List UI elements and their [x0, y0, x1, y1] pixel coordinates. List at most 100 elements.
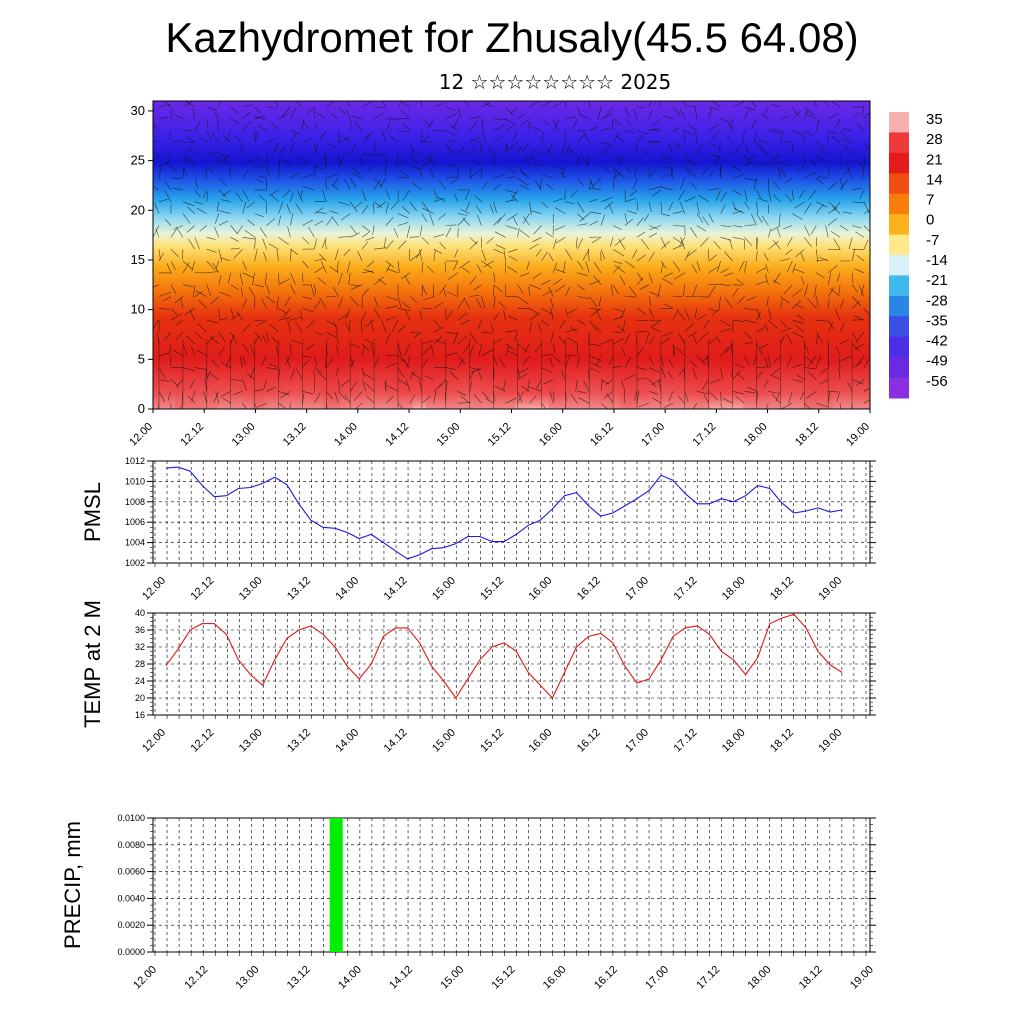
xtick-label: 12.00 — [140, 575, 168, 603]
colorbar-label: 0 — [926, 212, 934, 229]
colorbar-label: 21 — [926, 151, 943, 168]
panel-frame — [152, 612, 871, 716]
ytick-label: 0.0080 — [117, 840, 145, 850]
xtick-label: 12.12 — [188, 727, 216, 755]
colorbar-label: -56 — [926, 373, 948, 390]
xtick-label: 15.12 — [490, 964, 518, 992]
xtick-label: 17.00 — [623, 575, 651, 603]
heat-ytick-label: 10 — [131, 302, 145, 317]
precip-panel: 0.0100 0.0080 0.0060 0.0040 0.0020 0.0000 12.0… — [60, 813, 876, 992]
colorbar-label: -28 — [926, 292, 948, 309]
xtick-label: 13.12 — [285, 727, 313, 755]
colorbar-label: -14 — [926, 252, 948, 269]
xtick-label: 18.12 — [768, 727, 796, 755]
heat-ytick-label: 25 — [131, 153, 145, 168]
heat-xtick-label: 17.00 — [639, 421, 667, 449]
colorbar-swatch — [889, 255, 909, 276]
xtick-label: 15.00 — [438, 964, 466, 992]
xtick-label: 18.00 — [720, 727, 748, 755]
xtick-label: 18.00 — [720, 575, 748, 603]
series-line — [165, 613, 843, 699]
xtick-label: 17.00 — [643, 964, 671, 992]
xtick-label: 12.00 — [140, 727, 168, 755]
ytick-label: 1004 — [125, 538, 145, 548]
xtick-label: 16.12 — [592, 964, 620, 992]
heat-xtick-label: 13.12 — [281, 421, 309, 449]
xtick-label: 18.12 — [797, 964, 825, 992]
ytick-label: 16 — [135, 710, 145, 720]
ytick-label: 36 — [135, 625, 145, 635]
colorbar-swatch — [889, 275, 909, 297]
panel-frame — [152, 817, 871, 953]
heatmap-panel: 0 5 10 15 20 25 30 12.00 12.12 13.00 13.12 14.00 14… — [127, 100, 872, 449]
warm-surface-region — [804, 334, 870, 409]
colorbar-label: -21 — [926, 272, 948, 289]
ytick-label: 1010 — [125, 476, 145, 486]
xtick-label: 16.00 — [527, 575, 555, 603]
warm-surface-region — [548, 334, 639, 409]
heat-xtick-label: 14.12 — [383, 421, 411, 449]
colorbar-swatch — [889, 336, 909, 358]
colorbar-swatch — [889, 152, 909, 174]
ytick-label: 1008 — [125, 497, 145, 507]
colorbar-label: 14 — [926, 171, 943, 188]
warm-surface-region — [620, 334, 711, 409]
colorbar-swatch — [889, 214, 909, 236]
colorbar: 35 28 21 14 7 0 -7 -14 -21 -28 -35 -42 -49 -56 — [889, 111, 948, 399]
ytick-label: 20 — [135, 693, 145, 703]
ytick-label: 0.0000 — [117, 947, 145, 957]
ytick-label: 0.0060 — [117, 867, 145, 877]
heat-xtick-label: 18.12 — [793, 421, 821, 449]
heat-xtick-label: 15.12 — [486, 421, 514, 449]
xtick-label: 19.00 — [816, 575, 844, 603]
xtick-label: 19.00 — [848, 964, 876, 992]
warm-surface-region — [251, 334, 342, 409]
wind-barbs — [153, 101, 870, 409]
xtick-label: 14.12 — [382, 575, 410, 603]
colorbar-swatch — [889, 112, 909, 133]
heat-xtick-label: 13.00 — [230, 421, 258, 449]
colorbar-swatch — [889, 132, 909, 154]
xtick-label: 12.12 — [182, 964, 210, 992]
colorbar-label: -49 — [926, 353, 948, 370]
colorbar-swatch — [889, 316, 909, 338]
heat-ytick-label: 0 — [138, 401, 145, 416]
xtick-label: 14.00 — [336, 964, 364, 992]
xtick-label: 17.12 — [671, 727, 699, 755]
panel-ylabel: PMSL — [80, 482, 105, 542]
xtick-label: 17.00 — [623, 727, 651, 755]
xtick-label: 13.00 — [237, 575, 265, 603]
series-line — [165, 466, 843, 560]
colorbar-swatch — [889, 193, 909, 215]
xtick-label: 16.12 — [575, 727, 603, 755]
heat-xtick-label: 15.00 — [434, 421, 462, 449]
xtick-label: 17.12 — [694, 964, 722, 992]
xtick-label: 15.00 — [430, 727, 458, 755]
xtick-label: 13.00 — [237, 727, 265, 755]
colorbar-swatch — [889, 357, 909, 379]
xtick-label: 18.12 — [768, 575, 796, 603]
colorbar-swatch — [889, 234, 909, 256]
ytick-label: 0.0020 — [117, 920, 145, 930]
heat-ytick-label: 20 — [131, 202, 145, 217]
xtick-label: 15.12 — [478, 575, 506, 603]
xtick-label: 12.12 — [188, 575, 216, 603]
ytick-label: 1012 — [125, 456, 145, 466]
colorbar-swatch — [889, 173, 909, 195]
xtick-label: 14.00 — [333, 575, 361, 603]
heat-ytick-label: 15 — [131, 252, 145, 267]
ytick-label: 1002 — [125, 558, 145, 568]
colorbar-swatch — [889, 295, 909, 317]
warm-surface-region — [425, 334, 516, 409]
heat-xtick-label: 17.12 — [691, 421, 719, 449]
heat-xtick-label: 18.00 — [742, 421, 770, 449]
xtick-label: 13.12 — [285, 575, 313, 603]
xtick-label: 17.12 — [671, 575, 699, 603]
xtick-label: 19.00 — [816, 727, 844, 755]
xtick-label: 15.00 — [430, 575, 458, 603]
xtick-label: 16.12 — [575, 575, 603, 603]
colorbar-label: -7 — [926, 232, 939, 249]
panel-frame — [152, 460, 871, 564]
xtick-label: 14.12 — [382, 727, 410, 755]
